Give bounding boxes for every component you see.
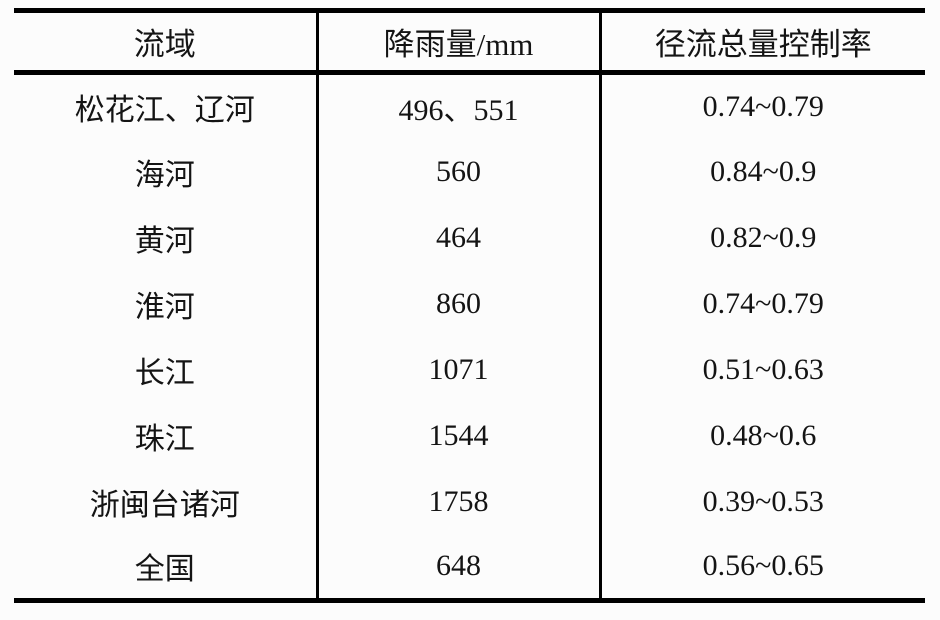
cell-rainfall: 1544 xyxy=(315,402,600,469)
cell-control-rate: 0.51~0.63 xyxy=(598,336,925,403)
table-row: 松花江、辽河 496、551 0.74~0.79 xyxy=(14,72,925,139)
cell-basin: 珠江 xyxy=(134,422,195,456)
column-header-basin: 流域 xyxy=(14,10,317,75)
cell-control-rate: 0.56~0.65 xyxy=(598,534,925,601)
cell-control-rate: 0.48~0.6 xyxy=(598,402,925,469)
cell-rainfall: 860 xyxy=(315,270,600,337)
table-row: 淮河 860 0.74~0.79 xyxy=(14,270,925,337)
column-header-rainfall: 降雨量/mm xyxy=(315,10,600,75)
table-row: 全国 648 0.56~0.65 xyxy=(14,534,925,601)
table-row: 长江 1071 0.51~0.63 xyxy=(14,336,925,403)
cell-rainfall: 560 xyxy=(315,138,600,205)
cell-control-rate: 0.74~0.79 xyxy=(598,270,925,337)
runoff-control-table: 流域 降雨量/mm 径流总量控制率 松花江、辽河 496、551 0.74~0.… xyxy=(14,8,925,603)
cell-basin: 海河 xyxy=(134,158,195,192)
table-row: 黄河 464 0.82~0.9 xyxy=(14,204,925,271)
table-row: 珠江 1544 0.48~0.6 xyxy=(14,402,925,469)
cell-rainfall: 1071 xyxy=(315,336,600,403)
cell-control-rate: 0.84~0.9 xyxy=(598,138,925,205)
cell-rainfall: 464 xyxy=(315,204,600,271)
cell-basin: 浙闽台诸河 xyxy=(89,488,240,522)
table-row: 海河 560 0.84~0.9 xyxy=(14,138,925,205)
column-header-control-rate: 径流总量控制率 xyxy=(598,10,925,75)
cell-basin: 黄河 xyxy=(134,224,195,258)
cell-basin: 长江 xyxy=(134,356,195,390)
cell-control-rate: 0.74~0.79 xyxy=(598,72,925,139)
cell-basin: 松花江、辽河 xyxy=(74,93,255,127)
cell-control-rate: 0.82~0.9 xyxy=(598,204,925,271)
cell-rainfall: 496、551 xyxy=(315,72,600,139)
cell-rainfall: 1758 xyxy=(315,468,600,535)
cell-basin: 淮河 xyxy=(134,290,195,324)
cell-control-rate: 0.39~0.53 xyxy=(598,468,925,535)
cell-basin: 全国 xyxy=(134,553,195,587)
cell-rainfall: 648 xyxy=(315,534,600,601)
table-row: 浙闽台诸河 1758 0.39~0.53 xyxy=(14,468,925,535)
header-row: 流域 降雨量/mm 径流总量控制率 xyxy=(14,10,925,75)
